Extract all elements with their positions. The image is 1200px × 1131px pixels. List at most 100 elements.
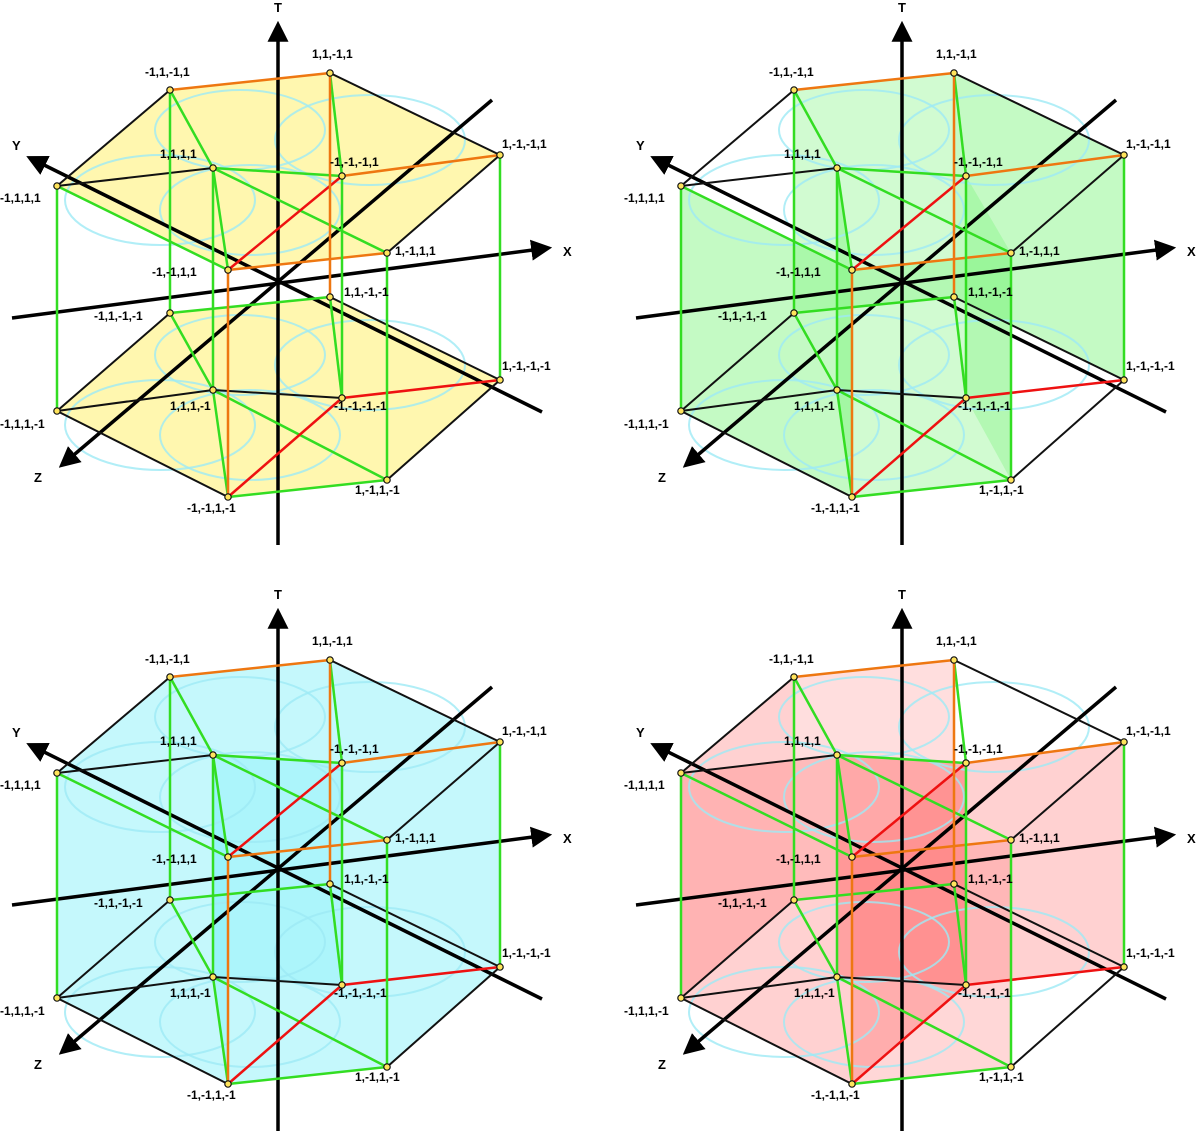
vertex-dot bbox=[1007, 249, 1015, 257]
tesseract-edge bbox=[793, 295, 955, 315]
tesseract-edge bbox=[680, 184, 853, 272]
tesseract-edge bbox=[341, 740, 501, 765]
tesseract-edge bbox=[328, 883, 344, 986]
vertex-label: -1,1,-1,1 bbox=[145, 65, 190, 79]
vertex-dot bbox=[209, 751, 217, 759]
tesseract-edge bbox=[793, 71, 955, 92]
vertex-dot bbox=[166, 86, 174, 94]
circle-arc bbox=[64, 154, 256, 246]
y-axis bbox=[26, 156, 543, 414]
tesseract-edge bbox=[227, 1065, 388, 1086]
circle-arc-group bbox=[688, 676, 1090, 1068]
tesseract-edge bbox=[792, 89, 839, 169]
vertex-label: -1,-1,1,1 bbox=[776, 265, 821, 279]
vertex-dot bbox=[326, 293, 334, 301]
tesseract-edge bbox=[329, 72, 501, 156]
tesseract-edge bbox=[328, 72, 344, 177]
vertex-dot bbox=[790, 309, 798, 317]
vertex-dot bbox=[338, 759, 346, 767]
vertex-dot bbox=[950, 293, 958, 301]
vertex-dot bbox=[166, 673, 174, 681]
tesseract-edge bbox=[1010, 966, 1125, 1068]
tesseract-edge bbox=[168, 676, 215, 756]
tesseract-edge bbox=[793, 882, 955, 902]
vertex-dot bbox=[962, 394, 970, 402]
z-axis-label: Z bbox=[34, 1057, 42, 1072]
circle-arc bbox=[783, 751, 965, 843]
vertex-label: -1,1,1,-1 bbox=[0, 1004, 45, 1018]
circle-arc bbox=[274, 906, 466, 998]
vertex-label: -1,1,1,-1 bbox=[0, 417, 45, 431]
edge-group bbox=[679, 71, 1126, 499]
tesseract-edge bbox=[386, 154, 501, 254]
tesseract-edge bbox=[169, 295, 331, 315]
edge-group bbox=[679, 658, 1126, 1086]
vertex-label: -1,-1,-1,-1 bbox=[334, 986, 387, 1000]
vertex-label: 1,-1,1,1 bbox=[395, 831, 436, 845]
tesseract-edge bbox=[851, 984, 967, 1085]
tesseract-edge bbox=[851, 762, 967, 858]
y-axis-label: Y bbox=[12, 138, 21, 153]
tesseract-edge bbox=[211, 754, 230, 858]
vertex-dot bbox=[224, 853, 232, 861]
vertex-dot bbox=[962, 981, 970, 989]
tesseract-edge bbox=[329, 296, 501, 381]
vertex-label: 1,-1,1,-1 bbox=[979, 1070, 1024, 1084]
circle-arc bbox=[783, 976, 965, 1068]
vertex-label: 1,1,1,-1 bbox=[794, 399, 835, 413]
circle-arc bbox=[274, 319, 466, 411]
vertex-label: -1,-1,-1,1 bbox=[954, 155, 1003, 169]
tesseract-edge bbox=[835, 976, 854, 1085]
highlight-region bbox=[681, 186, 852, 497]
tesseract-edge bbox=[1010, 379, 1125, 481]
vertex-dot bbox=[1007, 836, 1015, 844]
tesseract-edge bbox=[227, 838, 388, 859]
x-axis-label: X bbox=[1187, 831, 1196, 846]
tesseract-edge bbox=[835, 167, 854, 271]
tesseract-edge bbox=[329, 659, 501, 743]
vertex-dot bbox=[848, 493, 856, 501]
vertex-dot bbox=[326, 656, 334, 664]
highlight-region bbox=[966, 176, 1011, 480]
vertex-dot bbox=[677, 182, 685, 190]
vertex-dot bbox=[338, 981, 346, 989]
highlight-region bbox=[794, 73, 954, 313]
circle-arc bbox=[159, 389, 341, 481]
vertex-dot bbox=[950, 69, 958, 77]
tesseract-edge bbox=[1010, 741, 1125, 841]
tesseract-edge bbox=[965, 740, 1125, 765]
t-axis-label: T bbox=[898, 587, 906, 602]
vertex-dot bbox=[224, 493, 232, 501]
tesseract-edge bbox=[836, 166, 967, 178]
vertex-group: -1,1,-1,1 1,1,-1,1 1,1,1,1 -1,-1,-1,1 1,-1,-… bbox=[0, 47, 551, 515]
z-axis bbox=[58, 685, 494, 1055]
axes: T X Y Z bbox=[635, 0, 1196, 545]
vertex-dot bbox=[209, 164, 217, 172]
tesseract-edge bbox=[56, 899, 171, 999]
vertex-label: -1,1,1,-1 bbox=[624, 1004, 669, 1018]
circle-arc bbox=[159, 751, 341, 843]
z-axis-label: Z bbox=[658, 1057, 666, 1072]
vertex-label: 1,-1,-1,-1 bbox=[1126, 359, 1175, 373]
vertex-label: 1,1,1,1 bbox=[784, 147, 821, 161]
vertex-label: 1,-1,-1,1 bbox=[502, 724, 547, 738]
vertex-dot bbox=[1120, 376, 1128, 384]
tesseract-edge bbox=[168, 89, 215, 169]
tesseract-edge bbox=[792, 312, 839, 391]
vertex-dot bbox=[383, 836, 391, 844]
tesseract-edge bbox=[851, 397, 967, 498]
vertex-label: 1,-1,1,-1 bbox=[355, 483, 400, 497]
vertex-dot bbox=[326, 880, 334, 888]
tesseract-edge bbox=[680, 997, 853, 1085]
vertex-label: -1,1,-1,-1 bbox=[94, 309, 143, 323]
vertex-dot bbox=[833, 751, 841, 759]
tesseract-edge bbox=[965, 153, 1125, 178]
vertex-label: -1,1,-1,-1 bbox=[718, 309, 767, 323]
circle-arc bbox=[64, 741, 256, 833]
tesseract-edge bbox=[851, 175, 967, 271]
vertex-label: 1,-1,1,1 bbox=[1019, 831, 1060, 845]
circle-arc bbox=[274, 681, 466, 773]
vertex-label: 1,1,-1,1 bbox=[312, 47, 353, 61]
t-axis-label: T bbox=[274, 0, 282, 15]
